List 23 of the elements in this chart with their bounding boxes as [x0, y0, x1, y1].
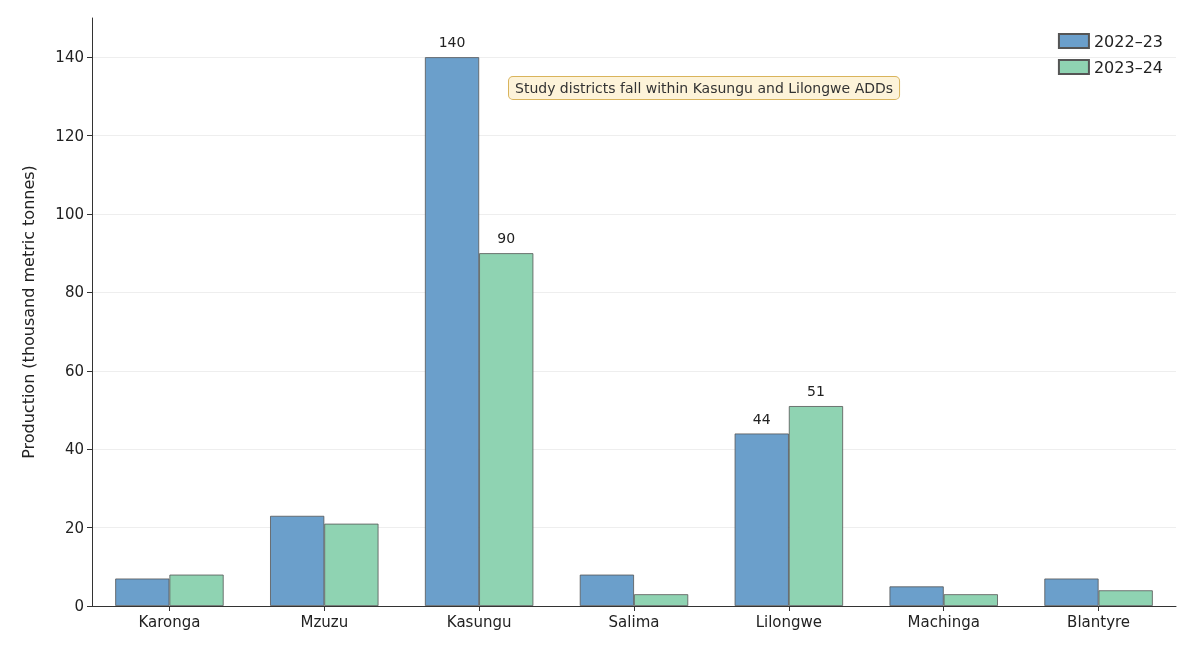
y-tick-label: 60 [64, 361, 84, 380]
legend-label: 2022–23 [1093, 31, 1163, 51]
legend-label: 2023–24 [1093, 57, 1163, 77]
y-axis-title: Production (thousand metric tonnes) [18, 165, 38, 459]
x-tick-label: Karonga [138, 612, 201, 631]
data-label: 51 [807, 383, 825, 400]
x-tick-label: Blantyre [1067, 612, 1131, 631]
y-tick-label: 40 [64, 440, 84, 459]
x-tick-label: Kasungu [446, 612, 512, 631]
data-label: 44 [752, 410, 771, 427]
y-tick-label: 80 [64, 283, 84, 302]
y-tick-label: 100 [55, 205, 84, 223]
y-tick-label: 140 [55, 48, 84, 67]
x-tick-label: Mzuzu [300, 612, 349, 631]
x-tick-label: Salima [608, 612, 660, 631]
x-tick-label: Machinga [907, 612, 980, 631]
x-tick-label: Lilongwe [755, 612, 823, 631]
annotation: Study districts fall within Kasungu and Lilongwe ADDs [515, 80, 894, 96]
y-tick-label: 120 [55, 126, 84, 145]
data-label: 90 [497, 230, 516, 247]
data-label: 140 [438, 34, 466, 51]
y-tick-label: 20 [64, 518, 84, 537]
y-tick-label: 0 [74, 597, 84, 615]
